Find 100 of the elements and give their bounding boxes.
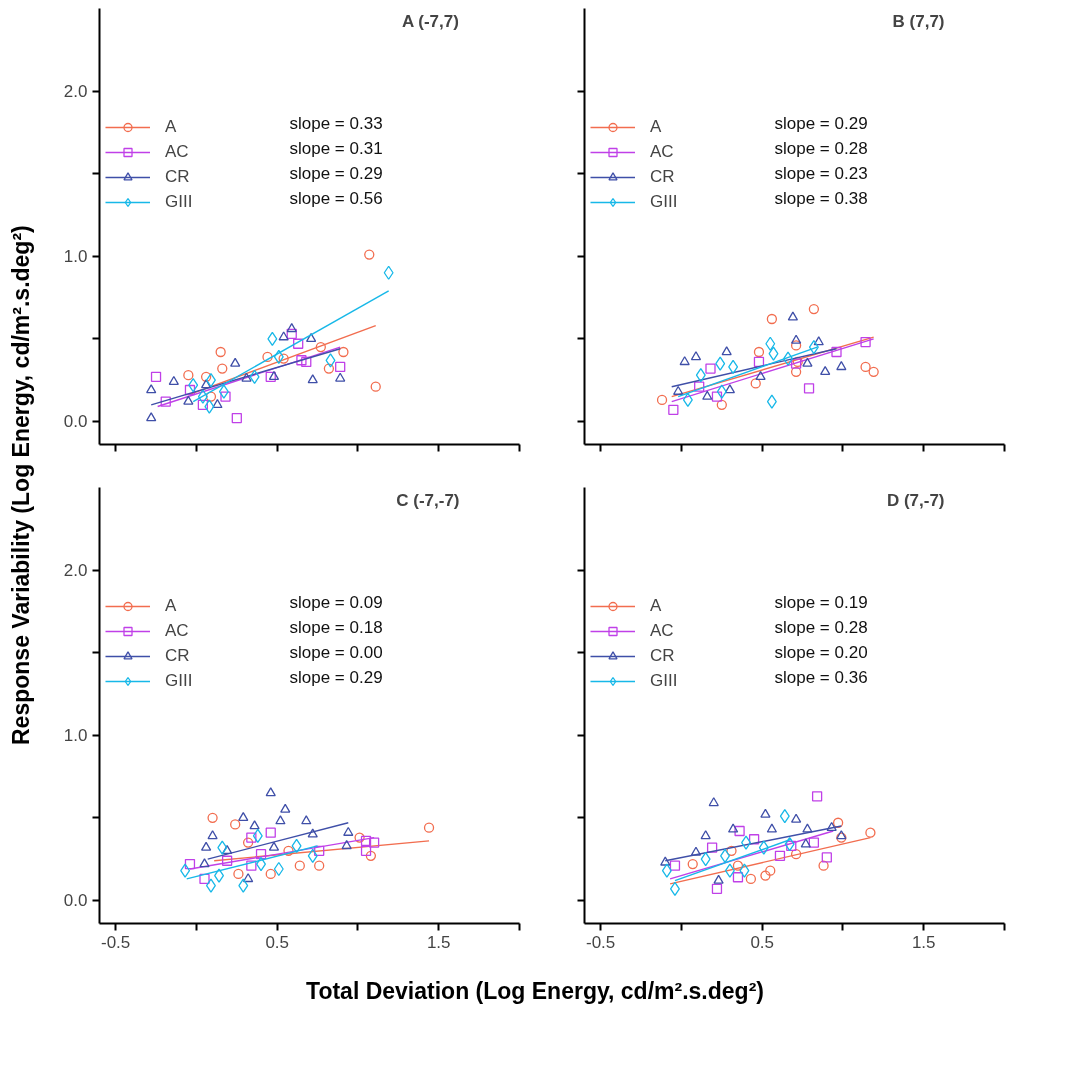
point [713, 874, 724, 884]
point [758, 840, 769, 855]
point [307, 374, 318, 384]
point [831, 346, 842, 358]
point [323, 363, 335, 374]
point [860, 361, 871, 373]
point [370, 381, 381, 392]
point [813, 336, 824, 346]
point [702, 390, 713, 400]
point [766, 823, 778, 833]
point [278, 331, 289, 341]
point [705, 363, 716, 374]
point [184, 384, 196, 396]
legend-label: GIII [650, 192, 678, 212]
point [265, 371, 276, 382]
y-tick-label: 0.0 [63, 891, 88, 911]
point [160, 396, 171, 407]
point [868, 366, 879, 377]
point [750, 378, 761, 389]
point [741, 835, 752, 850]
point [267, 331, 278, 346]
x-tick-label: 1.5 [426, 932, 451, 952]
point [808, 303, 820, 315]
x-tick-label: 0.5 [750, 932, 775, 952]
point [836, 361, 847, 371]
point [204, 399, 215, 414]
point [783, 351, 794, 366]
annotation: slope = 0.18 [289, 618, 383, 637]
point [183, 370, 194, 381]
point [335, 372, 346, 382]
annotation: slope = 0.29 [289, 668, 383, 687]
annotation: slope = 0.36 [774, 668, 868, 687]
point [724, 384, 736, 394]
point [668, 404, 679, 415]
point [715, 356, 726, 371]
point [301, 356, 312, 368]
point [802, 357, 813, 367]
y-tick-label: 2.0 [63, 561, 88, 581]
point [724, 863, 735, 878]
legend-label: CR [650, 646, 675, 666]
annotation: slope = 0.29 [774, 114, 868, 133]
point [818, 860, 829, 871]
point [231, 412, 242, 424]
point [168, 375, 179, 385]
legend-label: AC [650, 621, 674, 641]
y-tick-label: 1.0 [63, 247, 88, 267]
point [669, 881, 680, 896]
annotation: slope = 0.33 [289, 114, 383, 133]
annotation: slope = 0.23 [774, 164, 868, 183]
chart-title: C (-7,-7) [396, 490, 460, 510]
point [760, 870, 771, 881]
x-axis-title: Total Deviation (Log Energy, cd/m².s.deg²) [306, 977, 764, 1006]
point [218, 384, 229, 399]
legend-label: A [165, 596, 178, 616]
point [790, 340, 802, 351]
point [305, 332, 317, 343]
legend-label: A [650, 117, 663, 137]
point [726, 845, 737, 856]
point [766, 394, 777, 409]
point [183, 395, 194, 405]
annotation: slope = 0.09 [289, 593, 383, 612]
point [197, 399, 209, 411]
legend-label: GIII [165, 671, 193, 691]
point [765, 865, 776, 876]
annotation: slope = 0.19 [774, 593, 868, 612]
annotation: slope = 0.29 [289, 164, 383, 183]
point [286, 323, 297, 333]
point [753, 356, 765, 368]
point [820, 365, 831, 376]
point [765, 336, 776, 351]
annotation: slope = 0.28 [774, 618, 868, 637]
point [315, 341, 326, 353]
point [732, 860, 744, 871]
y-tick-label: 0.0 [63, 412, 88, 432]
point [230, 357, 241, 367]
point [293, 338, 304, 349]
legend-label: CR [165, 646, 190, 666]
point [790, 813, 802, 823]
point [241, 372, 252, 382]
legend-label: AC [165, 621, 189, 641]
legend-label: AC [165, 142, 189, 162]
point [802, 823, 813, 833]
point [146, 384, 157, 394]
point [150, 371, 162, 382]
legend-label: CR [165, 167, 190, 187]
chart-title: B (7,7) [892, 11, 945, 31]
point [660, 856, 671, 866]
annotation: slope = 0.31 [289, 139, 383, 158]
point [721, 346, 732, 356]
chart-title: A (-7,7) [401, 11, 459, 31]
annotation: slope = 0.20 [774, 643, 868, 662]
point [748, 834, 760, 845]
point [716, 384, 727, 399]
point [679, 356, 690, 366]
point [811, 791, 823, 802]
point [217, 363, 228, 374]
x-tick-label: 0.5 [265, 932, 290, 952]
point [760, 808, 771, 818]
legend-label: A [165, 117, 178, 137]
legend-label: AC [650, 142, 674, 162]
